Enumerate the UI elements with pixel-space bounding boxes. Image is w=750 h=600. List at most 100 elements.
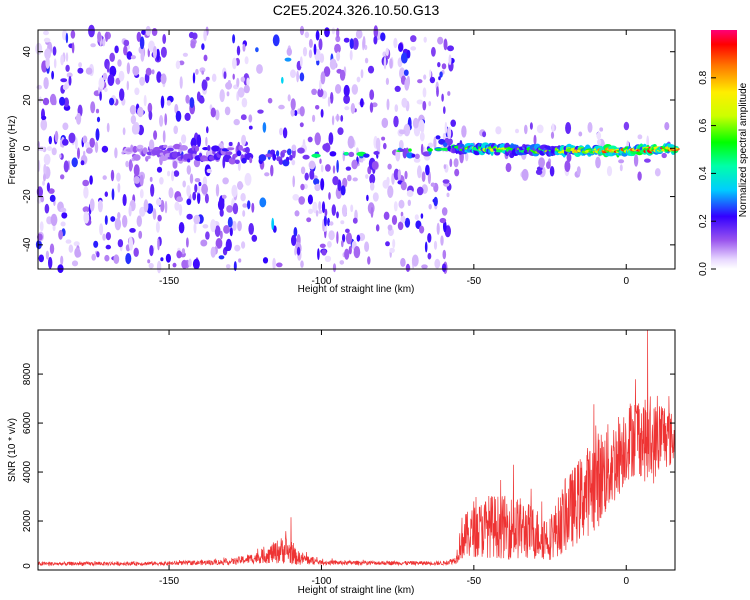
heatmap-cell <box>319 79 322 91</box>
heatmap-cell <box>251 234 258 242</box>
heatmap-cell <box>102 233 106 241</box>
heatmap-cell <box>204 193 209 204</box>
heatmap-cell <box>43 77 49 90</box>
heatmap-cell <box>393 115 399 128</box>
heatmap-cell <box>385 77 389 85</box>
heatmap-cell <box>443 106 446 114</box>
heatmap-cell <box>366 194 369 202</box>
heatmap-cell <box>174 201 180 211</box>
heatmap-cell <box>65 64 70 72</box>
heatmap-cell <box>285 156 290 162</box>
heatmap-cell <box>43 37 51 43</box>
heatmap-cell <box>344 248 350 260</box>
heatmap-y-ticks: -40 -20 0 20 40 <box>22 46 675 252</box>
heatmap-cell <box>151 28 158 36</box>
heatmap-cell <box>372 192 379 202</box>
heatmap-cell <box>439 71 443 78</box>
heatmap-cell <box>370 206 374 218</box>
heatmap-cell <box>424 241 428 253</box>
heatmap-cell <box>215 184 220 197</box>
heatmap-cell <box>296 70 299 83</box>
heatmap-cell <box>334 43 341 54</box>
heatmap-cell <box>341 240 344 248</box>
heatmap-cell <box>329 58 337 70</box>
heatmap-cell <box>190 41 196 49</box>
heatmap-cell <box>364 57 369 64</box>
heatmap-cell <box>422 100 427 111</box>
heatmap-cell <box>148 262 154 269</box>
heatmap-cell <box>61 212 68 219</box>
heatmap-y-tick-label: 0 <box>22 145 33 151</box>
heatmap-cell <box>149 245 154 257</box>
heatmap-cell <box>425 164 430 176</box>
heatmap-cell <box>399 148 404 152</box>
heatmap-cell <box>60 207 67 213</box>
heatmap-cell <box>236 45 241 56</box>
heatmap-cell <box>146 155 151 159</box>
heatmap-cell <box>49 93 57 106</box>
heatmap-cell <box>258 154 267 162</box>
heatmap-cell <box>93 240 99 248</box>
heatmap-cell <box>215 238 223 249</box>
heatmap-cell <box>115 77 121 85</box>
heatmap-marks <box>35 24 680 274</box>
heatmap-cell <box>360 98 364 108</box>
heatmap-cell <box>336 231 339 244</box>
heatmap-cell <box>290 108 295 117</box>
heatmap-cell <box>156 48 160 61</box>
colorbar-tick-label: 0.4 <box>698 166 709 180</box>
heatmap-cell <box>292 175 296 188</box>
heatmap-cell <box>248 114 253 123</box>
heatmap-cell <box>98 77 105 90</box>
heatmap-cell <box>329 151 337 157</box>
heatmap-cell <box>248 223 254 235</box>
heatmap-cell <box>164 200 168 214</box>
heatmap-cell <box>117 239 124 248</box>
colorbar-tick-label: 0.6 <box>698 118 709 132</box>
heatmap-cell <box>148 139 155 151</box>
heatmap-cell <box>90 101 96 114</box>
heatmap-cell <box>434 148 443 151</box>
heatmap-cell <box>177 151 181 157</box>
heatmap-cell <box>48 188 55 194</box>
heatmap-cell <box>341 204 348 217</box>
heatmap-cell <box>128 159 133 172</box>
heatmap-cell <box>76 112 82 125</box>
heatmap-cell <box>299 106 305 117</box>
heatmap-cell <box>130 55 136 60</box>
heatmap-cell <box>256 64 263 74</box>
heatmap-cell <box>363 153 370 158</box>
heatmap-x-label: Height of straight line (km) <box>298 284 415 295</box>
heatmap-cell <box>324 208 328 217</box>
heatmap-cell <box>336 51 341 62</box>
heatmap-cell <box>387 224 393 231</box>
heatmap-cell <box>42 97 50 106</box>
heatmap-cell <box>194 178 201 183</box>
heatmap-cell <box>538 157 545 168</box>
heatmap-cell <box>105 244 112 250</box>
heatmap-cell <box>279 127 283 136</box>
heatmap-cell <box>397 221 404 231</box>
heatmap-cell <box>427 233 432 243</box>
heatmap-cell <box>186 165 191 175</box>
heatmap-cell <box>267 97 273 104</box>
heatmap-cell <box>60 221 66 227</box>
heatmap-cell <box>291 234 297 246</box>
heatmap-cell <box>206 168 212 174</box>
heatmap-cell <box>43 163 47 176</box>
heatmap-cell <box>343 94 350 105</box>
heatmap-cell <box>241 241 246 249</box>
heatmap-cell <box>637 171 642 181</box>
heatmap-cell <box>482 131 487 138</box>
heatmap-cell <box>309 169 315 180</box>
heatmap-cell <box>332 263 337 273</box>
heatmap-cell <box>272 34 280 47</box>
heatmap-cell <box>401 97 408 108</box>
heatmap-cell <box>264 172 270 177</box>
heatmap-cell <box>125 253 132 265</box>
heatmap-cell <box>315 105 320 110</box>
heatmap-cell <box>436 86 439 97</box>
heatmap-cell <box>246 77 250 87</box>
heatmap-cell <box>178 222 185 234</box>
heatmap-cell <box>365 174 369 179</box>
